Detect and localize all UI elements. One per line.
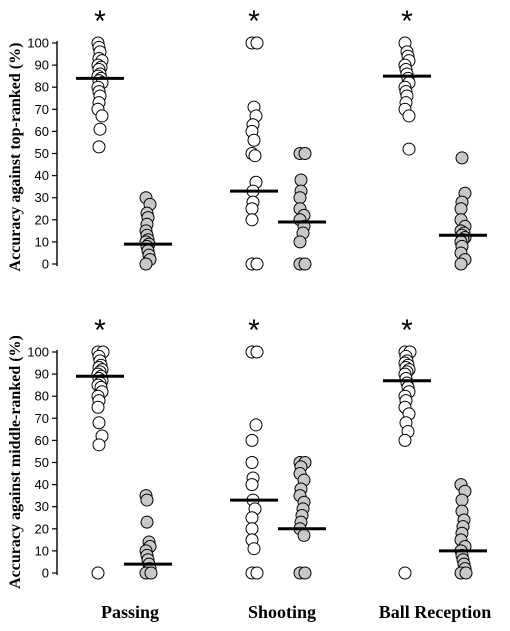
y-tick-label: 10 [35, 543, 49, 558]
significance-marker: * [248, 5, 260, 38]
data-point [298, 257, 312, 271]
y-tick-label: 50 [35, 455, 49, 470]
category-label-shooting: Shooting [248, 602, 316, 622]
y-tick-label: 90 [35, 58, 49, 73]
y-tick-label: 30 [35, 190, 49, 205]
data-point [250, 36, 264, 50]
data-point [92, 416, 106, 430]
data-point [95, 109, 109, 123]
y-tick-label: 30 [35, 499, 49, 514]
data-point [297, 528, 311, 542]
data-point [455, 493, 469, 507]
data-point [402, 142, 416, 156]
category-labels: Passing Shooting Ball Reception [101, 602, 491, 622]
y-tick-label: 60 [35, 433, 49, 448]
y-tick-label: 70 [35, 102, 49, 117]
data-point [245, 202, 259, 216]
category-label-passing: Passing [101, 602, 159, 622]
significance-marker: * [401, 5, 413, 38]
data-point [247, 133, 261, 147]
data-point [92, 438, 106, 452]
data-point [245, 433, 259, 447]
data-point [402, 109, 416, 123]
y-tick-label: 60 [35, 124, 49, 139]
significance-marker: * [94, 5, 106, 38]
data-point [245, 522, 259, 536]
y-tick-label: 100 [27, 345, 49, 360]
data-point [93, 122, 107, 136]
data-point [144, 566, 158, 580]
y-tick-label: 40 [35, 477, 49, 492]
data-point [245, 213, 259, 227]
y-tick-label: 0 [42, 566, 49, 581]
data-point [139, 257, 153, 271]
significance-marker: * [94, 314, 106, 347]
data-point [250, 345, 264, 359]
y-tick-label: 50 [35, 146, 49, 161]
y-tick-label: 80 [35, 80, 49, 95]
data-point [248, 149, 262, 163]
data-point [250, 566, 264, 580]
y-tick-label: 20 [35, 521, 49, 536]
data-point [294, 173, 308, 187]
y-tick-label: 100 [27, 36, 49, 51]
y-axis-title: Accuracy against middle-ranked (%) [7, 335, 24, 589]
data-point [454, 257, 468, 271]
data-point [398, 433, 412, 447]
y-tick-label: 10 [35, 234, 49, 249]
significance-marker: * [401, 314, 413, 347]
data-point [92, 140, 106, 154]
data-point [140, 493, 154, 507]
y-axis-title: Accuracy against top-ranked (%) [7, 43, 24, 272]
data-point [91, 566, 105, 580]
y-tick-label: 80 [35, 389, 49, 404]
y-tick-label: 0 [42, 257, 49, 272]
data-point [245, 456, 259, 469]
y-tick-label: 20 [35, 212, 49, 227]
data-point [293, 235, 307, 249]
category-label-ball-reception: Ball Reception [379, 602, 492, 622]
data-point [293, 191, 307, 205]
y-tick-label: 40 [35, 168, 49, 183]
data-point [298, 147, 312, 160]
data-point [398, 566, 412, 580]
data-point [250, 257, 264, 271]
data-point [140, 515, 154, 529]
y-tick-label: 90 [35, 367, 49, 382]
data-point [245, 511, 259, 525]
data-point [91, 400, 105, 414]
y-tick-label: 70 [35, 411, 49, 426]
data-point [459, 566, 473, 580]
data-point [247, 542, 261, 556]
data-point [245, 478, 259, 492]
data-point [454, 202, 468, 216]
significance-marker: * [248, 314, 260, 347]
data-point [249, 418, 263, 432]
data-point [455, 151, 469, 165]
data-point [298, 566, 312, 580]
